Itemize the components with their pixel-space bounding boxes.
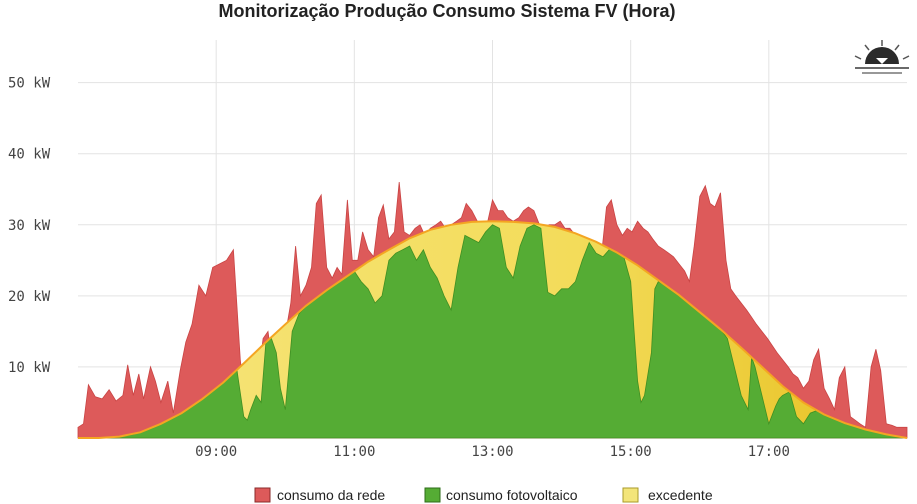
legend-swatch-pv-consumption: [424, 487, 441, 503]
x-tick-label-2: 13:00: [471, 444, 513, 460]
pv-consumption-area: [78, 224, 908, 439]
y-tick-label-1: 20 kW: [8, 289, 51, 305]
y-tick-label-2: 30 kW: [8, 218, 51, 234]
x-tick-label-4: 17:00: [748, 444, 790, 460]
y-tick-labels: 10 kW 20 kW 30 kW 40 kW 50 kW: [8, 76, 51, 376]
legend-item-surplus[interactable]: excedente: [622, 487, 713, 503]
legend-item-grid-consumption[interactable]: consumo da rede: [254, 487, 385, 503]
legend: consumo da rede consumo fotovoltaico exc…: [254, 487, 713, 503]
legend-swatch-grid-consumption: [254, 487, 271, 503]
sunset-icon: [854, 40, 910, 74]
legend-item-pv-consumption[interactable]: consumo fotovoltaico: [424, 487, 578, 503]
y-tick-label-0: 10 kW: [8, 360, 51, 376]
chart-title: Monitorização Produção Consumo Sistema F…: [218, 1, 675, 21]
y-tick-label-3: 40 kW: [8, 147, 51, 163]
production-line: [78, 220, 908, 439]
y-tick-label-4: 50 kW: [8, 76, 51, 92]
x-tick-labels: 09:00 11:00 13:00 15:00 17:00: [195, 444, 790, 460]
x-tick-label-1: 11:00: [333, 444, 375, 460]
x-tick-label-3: 15:00: [610, 444, 652, 460]
legend-label-pv-consumption: consumo fotovoltaico: [446, 487, 578, 503]
legend-label-grid-consumption: consumo da rede: [277, 487, 385, 503]
legend-label-surplus: excedente: [648, 487, 713, 503]
legend-swatch-surplus: [622, 487, 639, 503]
x-tick-label-0: 09:00: [195, 444, 237, 460]
